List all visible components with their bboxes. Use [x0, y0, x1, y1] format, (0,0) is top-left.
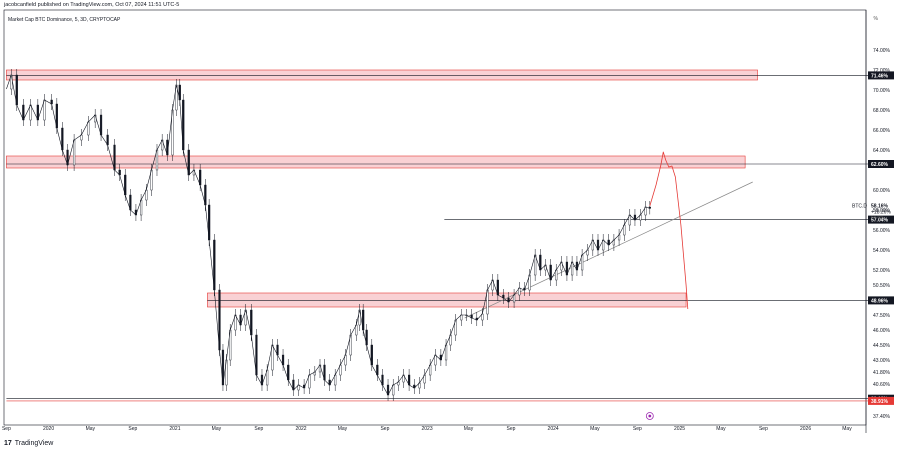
- y-tick-label: 37.40%: [873, 414, 891, 420]
- x-tick-label: 2026: [800, 426, 811, 432]
- y-tick-label: 58.00%: [873, 208, 891, 214]
- current-change-label: +18.26%: [871, 209, 891, 215]
- y-tick-label: 70.00%: [873, 88, 891, 94]
- x-tick-label: May: [86, 426, 96, 432]
- resistance-zone-1: [6, 155, 746, 169]
- x-tick-label: Sep: [254, 426, 263, 432]
- y-tick-label: 68.00%: [873, 108, 891, 114]
- price-label-box: [868, 296, 894, 305]
- candle-body: [22, 104, 25, 121]
- price-label: 62.60%: [871, 162, 889, 168]
- candle-body: [648, 206, 651, 209]
- x-tick-label: Sep: [380, 426, 389, 432]
- projection-path: [649, 151, 689, 310]
- x-tick-label: May: [716, 426, 726, 432]
- event-marker-dot: [648, 414, 652, 418]
- resistance-zone-2: [207, 292, 687, 308]
- x-tick-label: Sep: [2, 426, 11, 432]
- tradingview-logo-icon: 17: [4, 440, 12, 447]
- x-tick-label: May: [842, 426, 852, 432]
- percent-scale-icon[interactable]: %: [873, 16, 878, 22]
- price-label: 48.96%: [871, 298, 889, 304]
- x-tick-label: May: [212, 426, 222, 432]
- y-tick-label: 64.00%: [873, 148, 891, 154]
- x-tick-label: Sep: [759, 426, 768, 432]
- x-tick-label: May: [464, 426, 474, 432]
- candle-body: [73, 139, 76, 166]
- x-tick-label: Sep: [507, 426, 516, 432]
- current-symbol-label: BTC.D: [852, 203, 867, 209]
- x-tick-label: 2024: [548, 426, 559, 432]
- y-tick-label: 72.00%: [873, 68, 891, 74]
- x-tick-label: 2020: [43, 426, 54, 432]
- price-label: 57.04%: [871, 218, 889, 224]
- price-label: 71.46%: [871, 73, 889, 79]
- candle-body: [113, 144, 116, 171]
- x-tick-label: Sep: [128, 426, 137, 432]
- price-label-box: [868, 215, 894, 224]
- price-label-box: [868, 160, 894, 168]
- y-tick-label: 43.00%: [873, 358, 891, 364]
- current-value-label: 58.16%: [871, 203, 889, 209]
- price-series-line: [6, 73, 650, 396]
- candle-body: [87, 121, 90, 136]
- price-label: 38.91%: [871, 399, 889, 405]
- brand-label: TradingView: [14, 440, 54, 447]
- x-tick-label: May: [338, 426, 348, 432]
- x-tick-label: 2021: [169, 426, 180, 432]
- y-tick-label: 47.50%: [873, 313, 891, 319]
- resistance-zone-0: [6, 69, 758, 81]
- y-tick-label: 44.50%: [873, 343, 891, 349]
- y-tick-label: 56.00%: [873, 228, 891, 234]
- x-tick-label: 2025: [674, 426, 685, 432]
- candle-body: [43, 99, 46, 121]
- symbol-legend: Market Cap BTC Dominance, 5, 3D, CRYPTOC…: [8, 17, 121, 23]
- y-tick-label: 52.00%: [873, 268, 891, 274]
- candle-body: [29, 104, 32, 121]
- publisher-text: jacobcanfield published on TradingView.c…: [4, 2, 180, 8]
- tradingview-brand: 17 TradingView: [4, 440, 53, 447]
- x-tick-label: Sep: [633, 426, 642, 432]
- x-tick-label: May: [590, 426, 600, 432]
- y-tick-label: 54.00%: [873, 248, 891, 254]
- y-tick-label: 40.60%: [873, 382, 891, 388]
- y-tick-label: 74.00%: [873, 48, 891, 54]
- x-tick-label: 2022: [295, 426, 306, 432]
- y-tick-label: 46.00%: [873, 328, 891, 334]
- y-tick-label: 60.00%: [873, 188, 891, 194]
- y-tick-label: 66.00%: [873, 128, 891, 134]
- y-tick-label: 50.50%: [873, 283, 891, 289]
- price-label-box: [868, 396, 894, 405]
- x-tick-label: 2023: [421, 426, 432, 432]
- y-tick-label: 41.80%: [873, 370, 891, 376]
- current-sub-label: 58.8%: [871, 214, 884, 219]
- price-label-box: [868, 71, 894, 80]
